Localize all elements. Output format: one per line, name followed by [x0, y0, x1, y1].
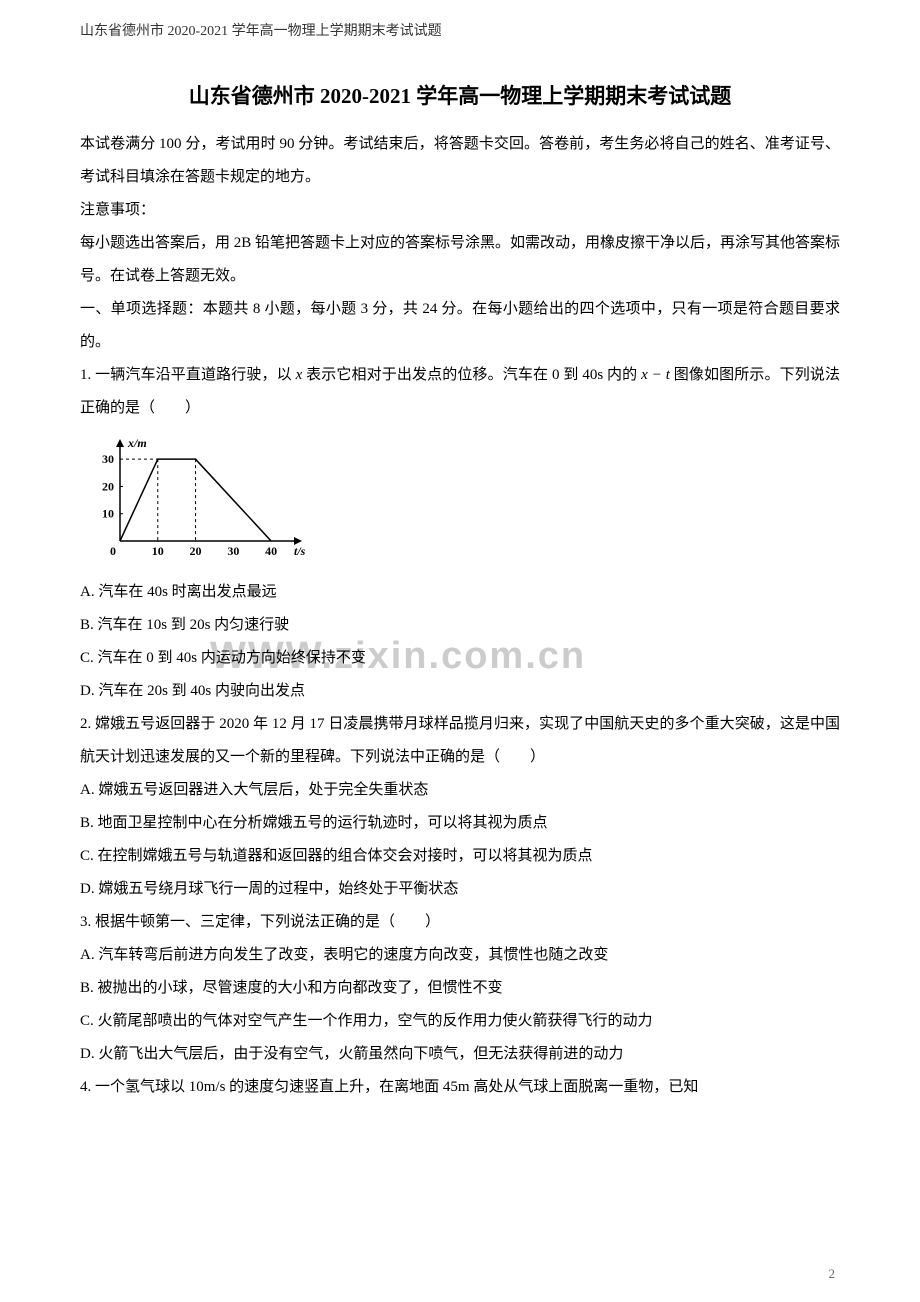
- xt-graph-svg: x/m t/s 0 10 20 30 10 20 30 40: [90, 433, 310, 563]
- page-number: 2: [829, 1266, 836, 1282]
- svg-text:20: 20: [190, 544, 202, 558]
- page-content: 山东省德州市 2020-2021 学年高一物理上学期期末考试试题 山东省德州市 …: [80, 20, 840, 1104]
- svg-text:20: 20: [102, 479, 114, 493]
- intro-paragraph: 本试卷满分 100 分，考试用时 90 分钟。考试结束后，将答题卡交回。答卷前，…: [80, 128, 840, 194]
- svg-text:30: 30: [102, 452, 114, 466]
- question-1: 1. 一辆汽车沿平直道路行驶，以 x 表示它相对于出发点的位移。汽车在 0 到 …: [80, 359, 840, 425]
- svg-text:10: 10: [102, 507, 114, 521]
- section-1-header: 一、单项选择题：本题共 8 小题，每小题 3 分，共 24 分。在每小题给出的四…: [80, 293, 840, 359]
- svg-text:40: 40: [265, 544, 277, 558]
- q2-option-b: B. 地面卫星控制中心在分析嫦娥五号的运行轨迹时，可以将其视为质点: [80, 807, 840, 840]
- q3-option-b: B. 被抛出的小球，尽管速度的大小和方向都改变了，但惯性不变: [80, 972, 840, 1005]
- question-4: 4. 一个氢气球以 10m/s 的速度匀速竖直上升，在离地面 45m 高处从气球…: [80, 1071, 840, 1104]
- q1-option-c: C. 汽车在 0 到 40s 内运动方向始终保持不变: [80, 642, 840, 675]
- q1-option-a: A. 汽车在 40s 时离出发点最远: [80, 576, 840, 609]
- question-2: 2. 嫦娥五号返回器于 2020 年 12 月 17 日凌晨携带月球样品揽月归来…: [80, 708, 840, 774]
- q1-text-b: 表示它相对于出发点的位移。汽车在 0 到 40s 内的: [302, 367, 641, 383]
- q3-option-a: A. 汽车转弯后前进方向发生了改变，表明它的速度方向改变，其惯性也随之改变: [80, 939, 840, 972]
- svg-text:0: 0: [110, 544, 116, 558]
- q2-option-d: D. 嫦娥五号绕月球飞行一周的过程中，始终处于平衡状态: [80, 873, 840, 906]
- question-3: 3. 根据牛顿第一、三定律，下列说法正确的是（ ）: [80, 906, 840, 939]
- q1-text-a: 1. 一辆汽车沿平直道路行驶，以: [80, 367, 296, 383]
- q2-option-c: C. 在控制嫦娥五号与轨道器和返回器的组合体交会对接时，可以将其视为质点: [80, 840, 840, 873]
- q1-option-d: D. 汽车在 20s 到 40s 内驶向出发点: [80, 675, 840, 708]
- page-header: 山东省德州市 2020-2021 学年高一物理上学期期末考试试题: [80, 20, 840, 40]
- q1-var-xt: x − t: [641, 367, 670, 383]
- q3-option-d: D. 火箭飞出大气层后，由于没有空气，火箭虽然向下喷气，但无法获得前进的动力: [80, 1038, 840, 1071]
- notice-label: 注意事项：: [80, 194, 840, 227]
- svg-text:10: 10: [152, 544, 164, 558]
- q1-option-b: B. 汽车在 10s 到 20s 内匀速行驶: [80, 609, 840, 642]
- q1-chart: x/m t/s 0 10 20 30 10 20 30 40: [90, 433, 840, 568]
- svg-text:t/s: t/s: [294, 544, 306, 558]
- notice-text: 每小题选出答案后，用 2B 铅笔把答题卡上对应的答案标号涂黑。如需改动，用橡皮擦…: [80, 227, 840, 293]
- q2-option-a: A. 嫦娥五号返回器进入大气层后，处于完全失重状态: [80, 774, 840, 807]
- q3-option-c: C. 火箭尾部喷出的气体对空气产生一个作用力，空气的反作用力使火箭获得飞行的动力: [80, 1005, 840, 1038]
- exam-title: 山东省德州市 2020-2021 学年高一物理上学期期末考试试题: [80, 80, 840, 110]
- svg-text:x/m: x/m: [127, 436, 147, 450]
- svg-text:30: 30: [227, 544, 239, 558]
